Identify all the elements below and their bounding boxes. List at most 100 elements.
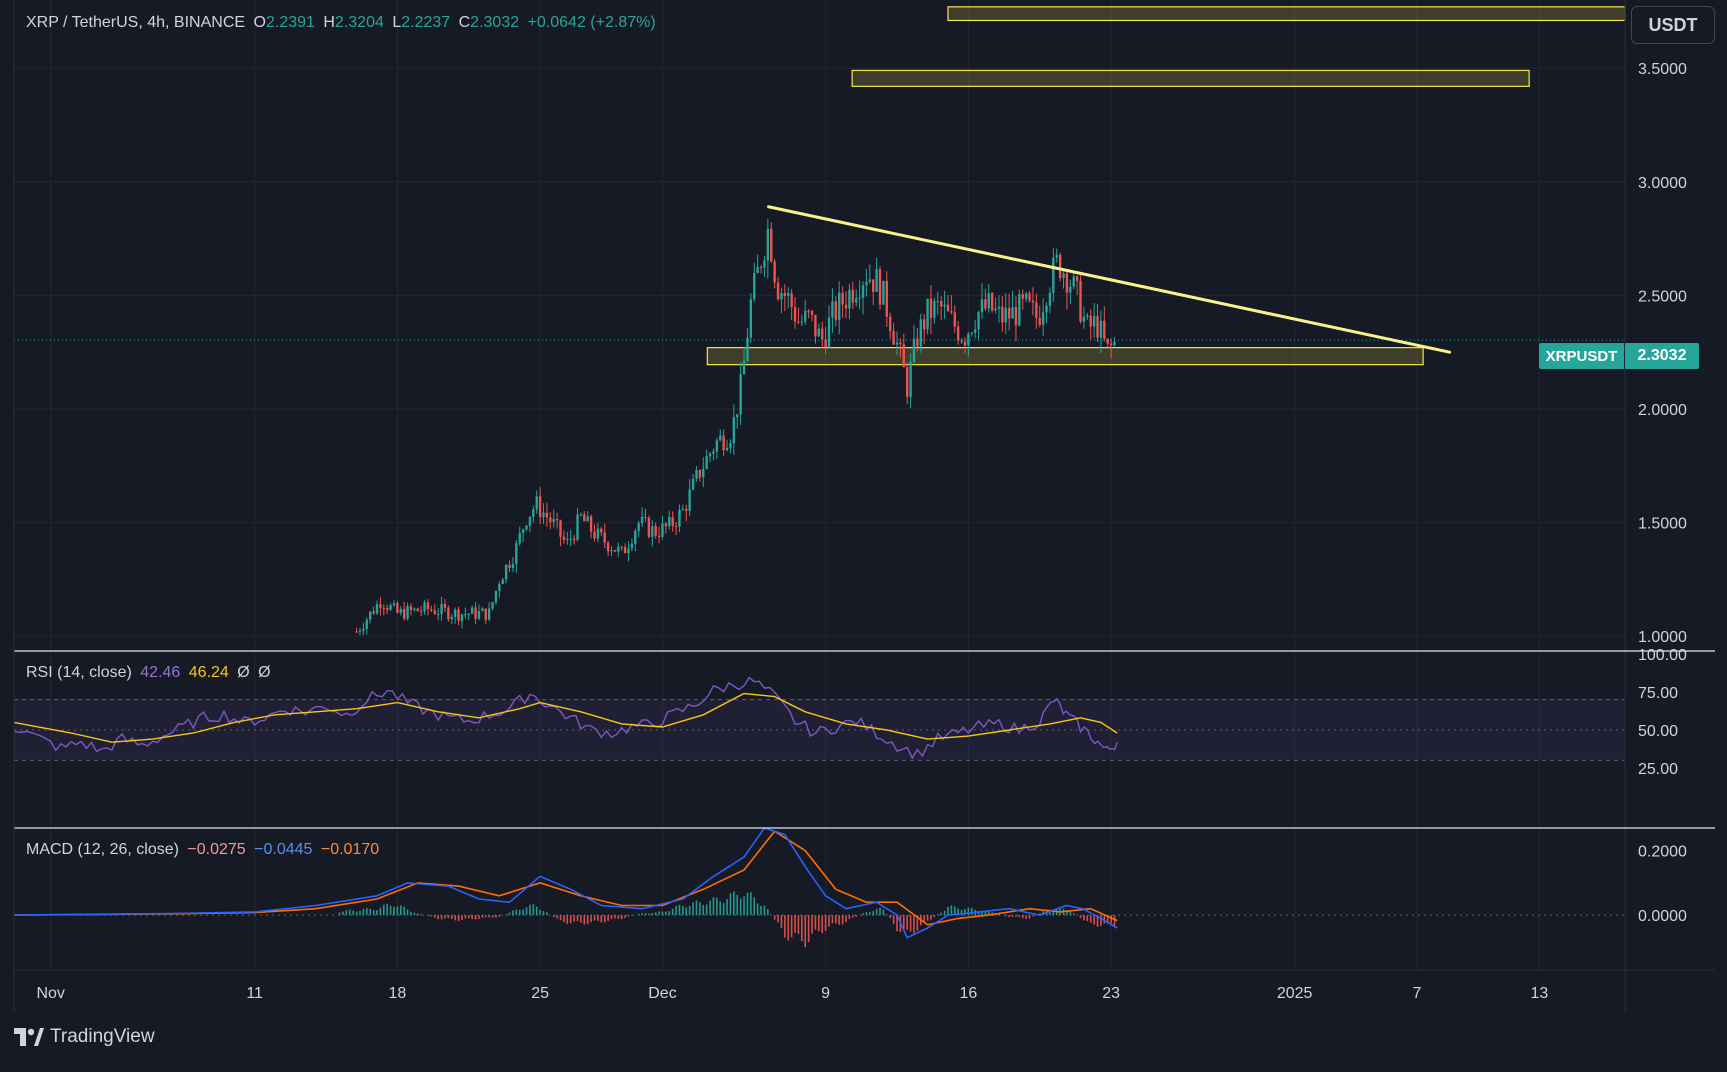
- candle-body: [1045, 305, 1048, 313]
- candle-body: [953, 312, 956, 327]
- candle-body: [661, 523, 664, 537]
- candle-body: [950, 311, 953, 313]
- candle-body: [559, 520, 562, 537]
- candle-body: [453, 609, 457, 617]
- candle-body: [875, 269, 878, 292]
- candle-body: [851, 289, 854, 303]
- candle-body: [413, 608, 416, 610]
- rsi-pane: [13, 676, 1625, 761]
- candle-body: [379, 604, 382, 608]
- price-zones[interactable]: [706, 6, 1626, 366]
- price-tick-label: 3.0000: [1638, 175, 1687, 192]
- candles: [14, 218, 1625, 636]
- candle-body: [1075, 276, 1079, 281]
- candle-body: [821, 328, 824, 340]
- candle-body: [613, 550, 617, 552]
- candle-body: [460, 614, 464, 621]
- candle-body: [912, 338, 916, 362]
- descending-trendline[interactable]: [767, 205, 1452, 354]
- candle-body: [457, 609, 460, 621]
- candle-body: [1048, 292, 1052, 306]
- candle-body: [579, 514, 583, 516]
- candle-body: [436, 613, 440, 615]
- candle-body: [685, 508, 688, 511]
- candle-body: [402, 608, 406, 619]
- candle-body: [916, 338, 919, 347]
- tradingview-logo-icon: [14, 1028, 44, 1046]
- candle-body: [691, 478, 695, 490]
- candle-body: [545, 512, 549, 518]
- candle-body: [651, 526, 654, 537]
- candle-body: [878, 269, 882, 305]
- candle-body: [426, 602, 430, 609]
- candle-body: [1055, 254, 1058, 258]
- candle-body: [943, 304, 946, 307]
- candle-body: [681, 508, 685, 510]
- time-tick-label: 16: [959, 985, 977, 1002]
- candle-body: [742, 360, 746, 375]
- candle-body: [409, 606, 413, 610]
- macd-value: −0.0445: [254, 841, 313, 858]
- candle-body: [538, 496, 542, 518]
- trendline-layer[interactable]: [767, 205, 1452, 354]
- candle-body: [708, 453, 712, 457]
- candle-body: [987, 293, 990, 309]
- change-value: +0.0642 (+2.87%): [527, 14, 656, 31]
- candle-body: [447, 607, 450, 620]
- candle-body: [634, 531, 637, 544]
- high-value: 2.3204: [334, 14, 384, 31]
- price-tick-label: 2.5000: [1638, 288, 1687, 305]
- candle-body: [841, 292, 844, 305]
- candle-body: [443, 603, 447, 608]
- candle-body: [994, 308, 997, 311]
- price-zone[interactable]: [947, 6, 1626, 22]
- candle-body: [569, 538, 572, 540]
- candle-body: [392, 603, 396, 606]
- rsi-ma-value: 46.24: [188, 664, 229, 681]
- candle-body: [756, 266, 759, 274]
- candle-body: [827, 317, 831, 348]
- candle-body: [787, 293, 790, 296]
- candle-body: [790, 293, 793, 308]
- candle-body: [562, 536, 566, 540]
- low-label: L: [392, 14, 402, 31]
- rsi-line: [13, 676, 1118, 760]
- candle-body: [644, 516, 647, 518]
- candle-body: [909, 361, 912, 397]
- candle-body: [804, 310, 807, 322]
- candle-body: [640, 516, 644, 524]
- candle-body: [793, 307, 797, 322]
- rsi-value: 42.46: [140, 664, 181, 681]
- currency-button[interactable]: USDT: [1631, 6, 1715, 44]
- candle-body: [572, 538, 576, 540]
- candle-body: [905, 367, 909, 397]
- price-zone[interactable]: [706, 347, 1424, 366]
- candle-body: [525, 525, 528, 530]
- candle-body: [929, 298, 933, 318]
- time-tick-label: 11: [246, 985, 263, 1002]
- candle-body: [1007, 308, 1011, 319]
- symbol-legend: XRP / TetherUS, 4h, BINANCE O2.2391 H2.3…: [26, 14, 660, 32]
- candle-body: [664, 523, 668, 527]
- candle-body: [892, 331, 895, 345]
- macd-signal-line: [13, 830, 1118, 926]
- tradingview-brand[interactable]: TradingView: [14, 1026, 155, 1048]
- candle-body: [1072, 276, 1075, 287]
- candle-body: [419, 611, 423, 613]
- candle-body: [606, 542, 610, 552]
- candle-body: [566, 539, 569, 541]
- candle-body: [872, 279, 875, 292]
- time-tick-label: 7: [1413, 985, 1422, 1002]
- candle-body: [936, 301, 939, 303]
- candle-body: [484, 608, 487, 620]
- candle-body: [1018, 294, 1021, 326]
- candle-body: [967, 333, 970, 346]
- candle-body: [1086, 315, 1089, 318]
- price-zone[interactable]: [851, 69, 1530, 87]
- candle-body: [980, 299, 984, 313]
- candle-body: [963, 341, 967, 346]
- candle-body: [1092, 315, 1096, 327]
- candle-body: [501, 579, 504, 584]
